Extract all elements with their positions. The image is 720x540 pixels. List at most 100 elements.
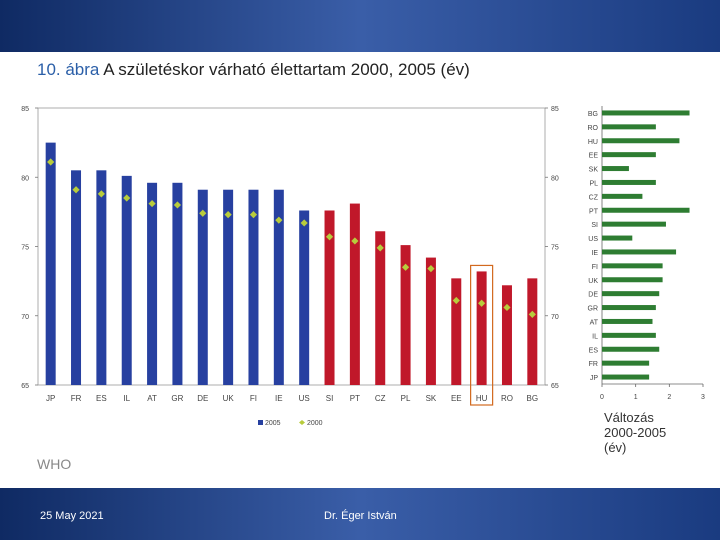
change-chart-title: Változás 2000-2005 (év) <box>604 410 666 455</box>
change-bar-es <box>602 346 660 352</box>
change-x-tick-label: 2 <box>667 394 671 401</box>
change-x-tick-label: 3 <box>701 394 705 401</box>
change-bar-fr <box>602 360 650 366</box>
marker-2000-us <box>300 219 308 227</box>
x-tick-label: US <box>299 394 310 403</box>
change-category-label: IE <box>591 250 598 257</box>
x-tick-label: IE <box>275 394 283 403</box>
change-bar-ee <box>602 152 656 158</box>
x-tick-label: CZ <box>375 394 386 403</box>
bar-2005-bg <box>527 278 538 385</box>
x-tick-label: IL <box>123 394 130 403</box>
marker-2000-jp <box>47 158 55 166</box>
figure-number: 10. ábra <box>37 60 100 79</box>
change-x-tick-label: 1 <box>634 394 638 401</box>
change-x-tick-label: 0 <box>600 394 604 401</box>
change-bar-pl <box>602 179 656 185</box>
change-bar-ie <box>602 249 677 255</box>
x-tick-label: UK <box>223 394 235 403</box>
marker-2000-cz <box>376 244 384 252</box>
bar-2005-pt <box>349 203 360 385</box>
bottom-band <box>0 488 720 540</box>
y-tick-label-right: 65 <box>551 383 559 390</box>
change-category-label: UK <box>588 278 598 285</box>
change-category-label: FI <box>592 264 598 271</box>
marker-2000-pl <box>401 263 410 271</box>
change-category-label: FR <box>589 361 598 368</box>
change-bar-de <box>602 291 660 297</box>
change-bar-uk <box>602 277 663 283</box>
y-tick-label-left: 80 <box>21 175 29 182</box>
plot-area <box>37 107 546 386</box>
bar-2005-fi <box>248 189 259 385</box>
y-tick-label-left: 85 <box>21 106 29 113</box>
marker-2000-fr <box>72 186 80 194</box>
y-tick-label-left: 65 <box>21 383 29 390</box>
change-bar-cz <box>602 193 643 199</box>
y-tick-label-right: 70 <box>551 314 559 321</box>
change-category-label: US <box>588 236 598 243</box>
change-category-label: BG <box>588 111 598 118</box>
bar-2005-ee <box>451 278 462 385</box>
change-category-label: EE <box>589 153 599 160</box>
bar-2005-jp <box>45 142 56 385</box>
bar-2005-pl <box>400 245 411 385</box>
y-tick-label-right: 80 <box>551 175 559 182</box>
bar-2005-us <box>299 210 310 385</box>
marker-2000-ro <box>503 303 511 312</box>
top-band <box>0 0 720 52</box>
change-category-label: ES <box>589 347 599 354</box>
x-tick-label: GR <box>171 394 183 403</box>
marker-2000-il <box>123 194 131 202</box>
x-tick-label: PL <box>401 394 411 403</box>
bar-2005-ro <box>501 285 512 385</box>
change-category-label: SK <box>589 167 599 174</box>
bar-2005-hu <box>476 271 487 385</box>
marker-2000-sk <box>427 265 435 273</box>
footer-date: 25 May 2021 <box>40 510 104 522</box>
x-tick-label: FR <box>71 394 82 403</box>
legend-swatch-2005 <box>258 420 263 425</box>
change-category-label: SI <box>591 222 598 229</box>
marker-2000-bg <box>528 310 536 318</box>
bar-2005-si <box>324 210 335 385</box>
footer-author: Dr. Éger István <box>324 510 397 522</box>
change-category-label: CZ <box>589 194 599 201</box>
marker-2000-hu <box>478 299 486 307</box>
y-tick-label-left: 70 <box>21 314 29 321</box>
bar-2005-gr <box>172 182 183 385</box>
change-title-line: (év) <box>604 440 627 455</box>
change-bar-sk <box>602 166 629 172</box>
marker-2000-de <box>199 209 207 217</box>
x-tick-label: DE <box>197 394 208 403</box>
legend-label-2000: 2000 <box>307 420 323 427</box>
change-bar-jp <box>602 374 650 380</box>
change-bar-hu <box>602 138 680 144</box>
x-tick-label: JP <box>46 394 55 403</box>
change-category-label: PT <box>589 208 599 215</box>
change-bar-fi <box>602 263 663 269</box>
marker-2000-gr <box>173 201 182 209</box>
y-tick-label-right: 85 <box>551 106 559 113</box>
change-category-label: HU <box>588 139 598 146</box>
bar-2005-de <box>197 189 208 385</box>
x-tick-label: SI <box>326 394 334 403</box>
x-tick-label: HU <box>476 394 488 403</box>
marker-2000-uk <box>224 211 232 219</box>
bar-2005-es <box>96 170 107 385</box>
bar-2005-fr <box>71 170 82 385</box>
change-category-label: AT <box>590 319 599 326</box>
change-title-line: Változás <box>604 410 654 425</box>
x-tick-label: PT <box>350 394 360 403</box>
bar-2005-at <box>147 182 158 385</box>
change-category-label: JP <box>590 375 599 382</box>
x-tick-label: RO <box>501 394 513 403</box>
marker-2000-es <box>97 190 105 198</box>
change-category-label: DE <box>588 292 598 299</box>
marker-2000-at <box>148 199 156 208</box>
change-category-label: PL <box>589 180 598 187</box>
figure-title-text: A születéskor várható élettartam 2000, 2… <box>103 60 470 79</box>
marker-2000-si <box>325 233 334 241</box>
marker-2000-pt <box>351 237 359 245</box>
